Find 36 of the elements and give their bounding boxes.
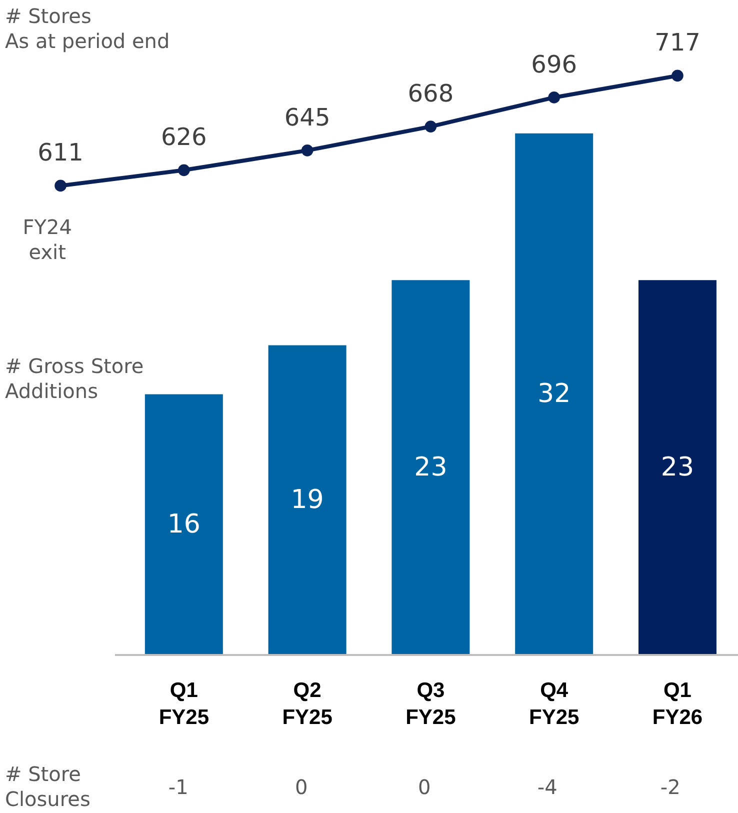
bar xyxy=(392,280,470,655)
point xyxy=(54,180,66,192)
text: 0 xyxy=(294,775,308,799)
bar xyxy=(268,345,346,655)
bar xyxy=(638,280,716,655)
data-label: 645 xyxy=(284,103,330,132)
point xyxy=(178,164,190,176)
data-label: 23 xyxy=(660,452,694,483)
bar xyxy=(144,394,223,655)
y-axis-title: # Gross Store Additions xyxy=(5,354,144,403)
data-label: 16 xyxy=(167,510,200,540)
point xyxy=(424,120,437,132)
point xyxy=(672,70,684,82)
data-label: 626 xyxy=(161,123,207,152)
data-label: 611 xyxy=(38,138,84,167)
data-label: 23 xyxy=(414,452,448,483)
x-tick-label: Q4 FY25 xyxy=(528,679,580,729)
y2-axis-title: # Stores As at period end xyxy=(5,4,170,53)
text: -4 xyxy=(537,775,558,799)
x-tick-label: Q1 FY26 xyxy=(652,679,703,729)
text: -2 xyxy=(660,775,680,799)
point xyxy=(301,144,314,156)
text: # Store Closures xyxy=(5,762,90,811)
data-label: 696 xyxy=(531,50,577,78)
point xyxy=(548,92,560,104)
data-label: 19 xyxy=(290,485,324,516)
text: -1 xyxy=(168,775,188,799)
data-label: 717 xyxy=(654,28,700,57)
x-tick-label: Q2 FY25 xyxy=(282,679,333,729)
data-label: 32 xyxy=(538,379,571,410)
annotation: FY24 exit xyxy=(22,215,72,264)
data-label: 668 xyxy=(408,80,454,108)
x-tick-label: Q3 FY25 xyxy=(406,679,456,729)
x-tick-label: Q1 FY25 xyxy=(158,679,210,729)
bar xyxy=(515,133,594,655)
text: 0 xyxy=(418,775,431,799)
